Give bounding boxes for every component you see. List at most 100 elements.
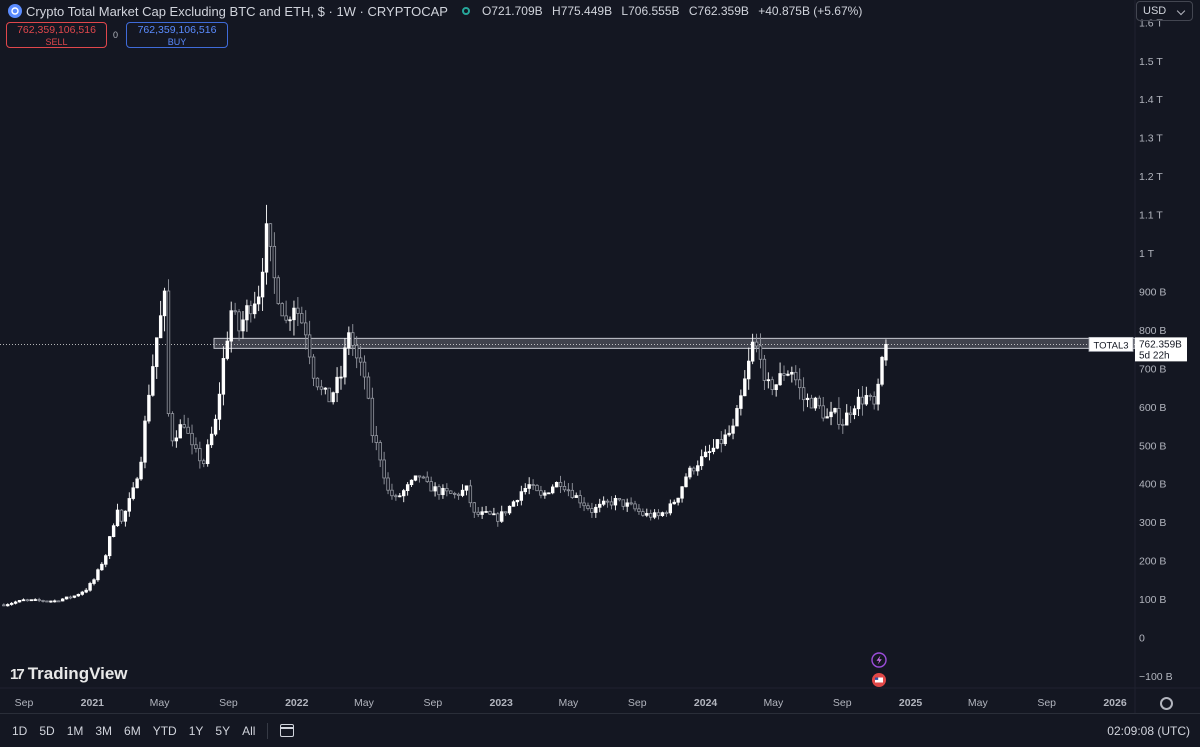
candle[interactable] xyxy=(821,396,825,422)
candle[interactable] xyxy=(253,291,257,319)
candle[interactable] xyxy=(507,505,512,515)
range-5d-button[interactable]: 5D xyxy=(39,723,55,738)
candle[interactable] xyxy=(735,404,739,427)
candle[interactable] xyxy=(480,506,484,519)
candle[interactable] xyxy=(206,439,210,467)
candle[interactable] xyxy=(272,232,277,294)
candle[interactable] xyxy=(182,414,186,429)
candle[interactable] xyxy=(523,483,527,495)
candle[interactable] xyxy=(621,499,625,511)
candle[interactable] xyxy=(801,377,806,412)
range-all-button[interactable]: All xyxy=(242,723,256,738)
candle[interactable] xyxy=(876,378,880,411)
candle[interactable] xyxy=(300,306,304,324)
candle[interactable] xyxy=(370,387,375,443)
candle[interactable] xyxy=(656,509,661,520)
flag-event-icon[interactable] xyxy=(872,673,886,687)
candle[interactable] xyxy=(727,425,731,437)
candle[interactable] xyxy=(476,507,480,518)
candle[interactable] xyxy=(304,310,308,350)
candle[interactable] xyxy=(429,476,433,492)
candle[interactable] xyxy=(664,510,669,517)
candle[interactable] xyxy=(280,302,284,317)
candle[interactable] xyxy=(539,485,543,499)
candle[interactable] xyxy=(739,389,743,416)
candle[interactable] xyxy=(96,568,100,582)
candle[interactable] xyxy=(119,509,124,524)
candle[interactable] xyxy=(88,581,92,592)
currency-select[interactable]: USD xyxy=(1136,1,1193,21)
candle[interactable] xyxy=(445,483,449,497)
candle[interactable] xyxy=(688,465,692,480)
candle[interactable] xyxy=(190,424,194,455)
candle[interactable] xyxy=(100,562,104,571)
candle[interactable] xyxy=(139,456,143,481)
candle[interactable] xyxy=(684,473,688,488)
candle[interactable] xyxy=(797,368,802,400)
candle[interactable] xyxy=(852,405,857,420)
candle[interactable] xyxy=(347,326,351,356)
candle[interactable] xyxy=(64,596,69,600)
candle[interactable] xyxy=(225,331,230,361)
candle[interactable] xyxy=(809,394,814,409)
candle[interactable] xyxy=(766,372,771,389)
candle[interactable] xyxy=(562,480,567,493)
candle[interactable] xyxy=(848,406,853,423)
candle[interactable] xyxy=(605,498,610,508)
candle[interactable] xyxy=(825,408,829,419)
candle[interactable] xyxy=(468,479,473,508)
candle[interactable] xyxy=(637,504,641,515)
candle[interactable] xyxy=(711,439,716,455)
candle[interactable] xyxy=(570,483,575,499)
candle[interactable] xyxy=(641,508,645,517)
candle[interactable] xyxy=(80,590,84,596)
candle[interactable] xyxy=(433,482,437,497)
candle[interactable] xyxy=(680,486,684,503)
candle[interactable] xyxy=(456,492,461,500)
candle[interactable] xyxy=(311,354,316,387)
candle[interactable] xyxy=(460,484,465,498)
candle[interactable] xyxy=(543,490,547,499)
candle[interactable] xyxy=(492,507,496,516)
candle[interactable] xyxy=(268,223,273,262)
candle[interactable] xyxy=(449,490,453,494)
candle[interactable] xyxy=(147,384,151,424)
candle[interactable] xyxy=(194,437,198,453)
candle[interactable] xyxy=(845,404,849,426)
candle[interactable] xyxy=(590,502,594,518)
candle[interactable] xyxy=(750,333,755,365)
candle[interactable] xyxy=(237,309,241,342)
candle[interactable] xyxy=(186,417,190,434)
candle[interactable] xyxy=(178,419,182,439)
candle[interactable] xyxy=(202,458,206,468)
range-5y-button[interactable]: 5Y xyxy=(215,723,231,738)
candle[interactable] xyxy=(354,336,359,369)
candle[interactable] xyxy=(813,396,818,411)
candle[interactable] xyxy=(249,300,253,323)
range-3m-button[interactable]: 3M xyxy=(95,723,113,738)
candle[interactable] xyxy=(547,492,551,495)
candle[interactable] xyxy=(374,425,378,451)
candle[interactable] xyxy=(770,376,774,396)
candle[interactable] xyxy=(805,393,810,408)
candle[interactable] xyxy=(413,475,418,482)
candle[interactable] xyxy=(609,496,614,510)
candle[interactable] xyxy=(660,511,665,517)
candle[interactable] xyxy=(241,310,245,339)
candle[interactable] xyxy=(151,354,155,397)
candle[interactable] xyxy=(790,366,794,383)
candle[interactable] xyxy=(2,603,6,607)
candle[interactable] xyxy=(511,500,516,507)
candle[interactable] xyxy=(17,599,22,603)
candle[interactable] xyxy=(868,393,872,401)
candle[interactable] xyxy=(747,347,751,390)
candle[interactable] xyxy=(515,499,520,507)
candle[interactable] xyxy=(288,316,292,331)
candle[interactable] xyxy=(531,479,535,490)
candle[interactable] xyxy=(535,484,539,492)
candle[interactable] xyxy=(598,498,602,513)
candle[interactable] xyxy=(503,511,508,516)
candle[interactable] xyxy=(719,431,723,453)
candle[interactable] xyxy=(245,299,249,332)
candle[interactable] xyxy=(307,320,312,365)
